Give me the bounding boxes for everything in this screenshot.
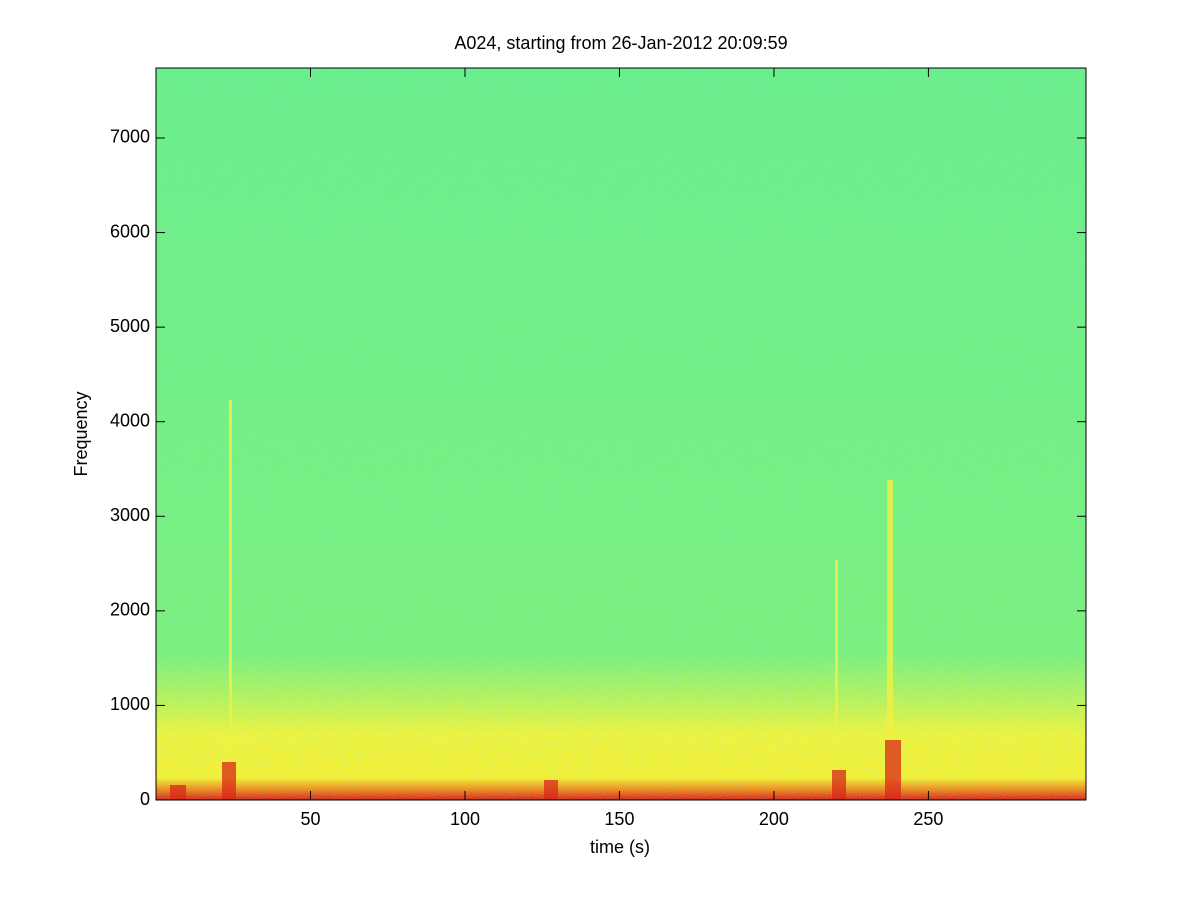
y-tick-label: 6000	[110, 221, 150, 241]
x-tick-label: 250	[913, 809, 943, 829]
x-tick-label: 200	[759, 809, 789, 829]
x-tick-label: 100	[450, 809, 480, 829]
spectrogram-texture	[156, 68, 1086, 800]
y-tick-label: 0	[140, 789, 150, 809]
axes-box	[155, 67, 1087, 801]
y-tick-label: 2000	[110, 600, 150, 620]
y-tick-label: 3000	[110, 505, 150, 525]
y-axis-label: Frequency	[71, 391, 91, 476]
y-tick-label: 1000	[110, 694, 150, 714]
x-tick-label: 50	[300, 809, 320, 829]
y-tick-label: 5000	[110, 316, 150, 336]
x-axis-label: time (s)	[590, 837, 650, 857]
y-tick-label: 7000	[110, 127, 150, 147]
bursts	[170, 740, 901, 800]
y-tick-label: 4000	[110, 410, 150, 430]
x-tick-label: 150	[604, 809, 634, 829]
burst-streaks	[229, 400, 893, 760]
chart-title: A024, starting from 26-Jan-2012 20:09:59	[454, 33, 787, 53]
